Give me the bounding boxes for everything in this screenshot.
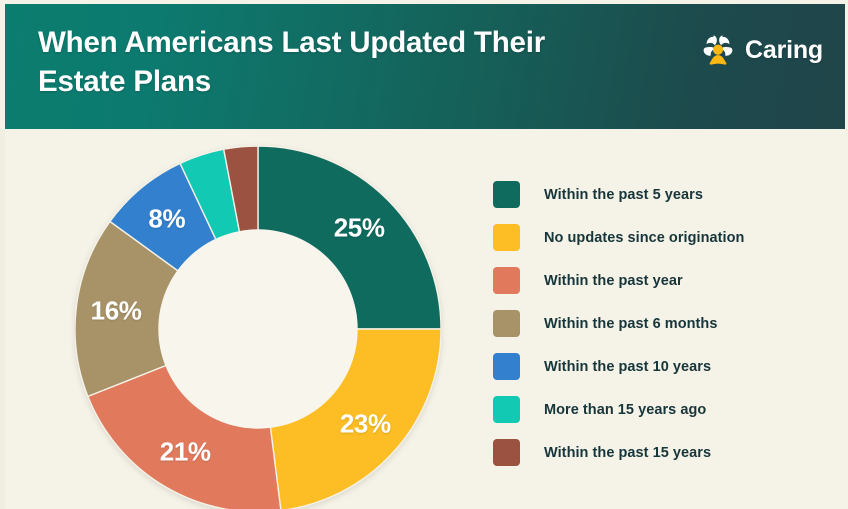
legend-color-swatch — [493, 396, 520, 423]
donut-hole — [158, 229, 358, 429]
legend-item[interactable]: Within the past 6 months — [493, 302, 823, 345]
legend-item[interactable]: Within the past 10 years — [493, 345, 823, 388]
legend-item-label: No updates since origination — [544, 229, 745, 246]
legend-item[interactable]: Within the past year — [493, 259, 823, 302]
legend-color-swatch — [493, 181, 520, 208]
legend-color-swatch — [493, 353, 520, 380]
chart-legend: Within the past 5 years No updates since … — [493, 173, 823, 474]
brand-lockup: Caring — [698, 30, 823, 70]
legend-item-label: Within the past 6 months — [544, 315, 718, 332]
header-banner: When Americans Last Updated Their Estate… — [0, 0, 848, 129]
brand-name: Caring — [745, 35, 823, 64]
page-title: When Americans Last Updated Their Estate… — [38, 26, 546, 98]
donut-chart: 25% 23% 21% 16% 8% — [75, 146, 441, 509]
legend-item-label: Within the past 5 years — [544, 186, 703, 203]
caring-flower-logo-icon — [703, 35, 733, 65]
legend-item-label: Within the past 10 years — [544, 358, 712, 375]
legend-color-swatch — [493, 310, 520, 337]
legend-item[interactable]: Within the past 5 years — [493, 173, 823, 216]
legend-item-label: Within the past 15 years — [544, 444, 712, 461]
chart-body: 25% 23% 21% 16% 8% Within the past 5 years No… — [0, 129, 848, 509]
legend-item-label: More than 15 years ago — [544, 401, 707, 418]
legend-item[interactable]: No updates since origination — [493, 216, 823, 259]
legend-color-swatch — [493, 439, 520, 466]
legend-color-swatch — [493, 224, 520, 251]
legend-item[interactable]: More than 15 years ago — [493, 388, 823, 431]
legend-color-swatch — [493, 267, 520, 294]
donut-chart-svg — [75, 146, 441, 509]
legend-item-label: Within the past year — [544, 272, 683, 289]
legend-item[interactable]: Within the past 15 years — [493, 431, 823, 474]
